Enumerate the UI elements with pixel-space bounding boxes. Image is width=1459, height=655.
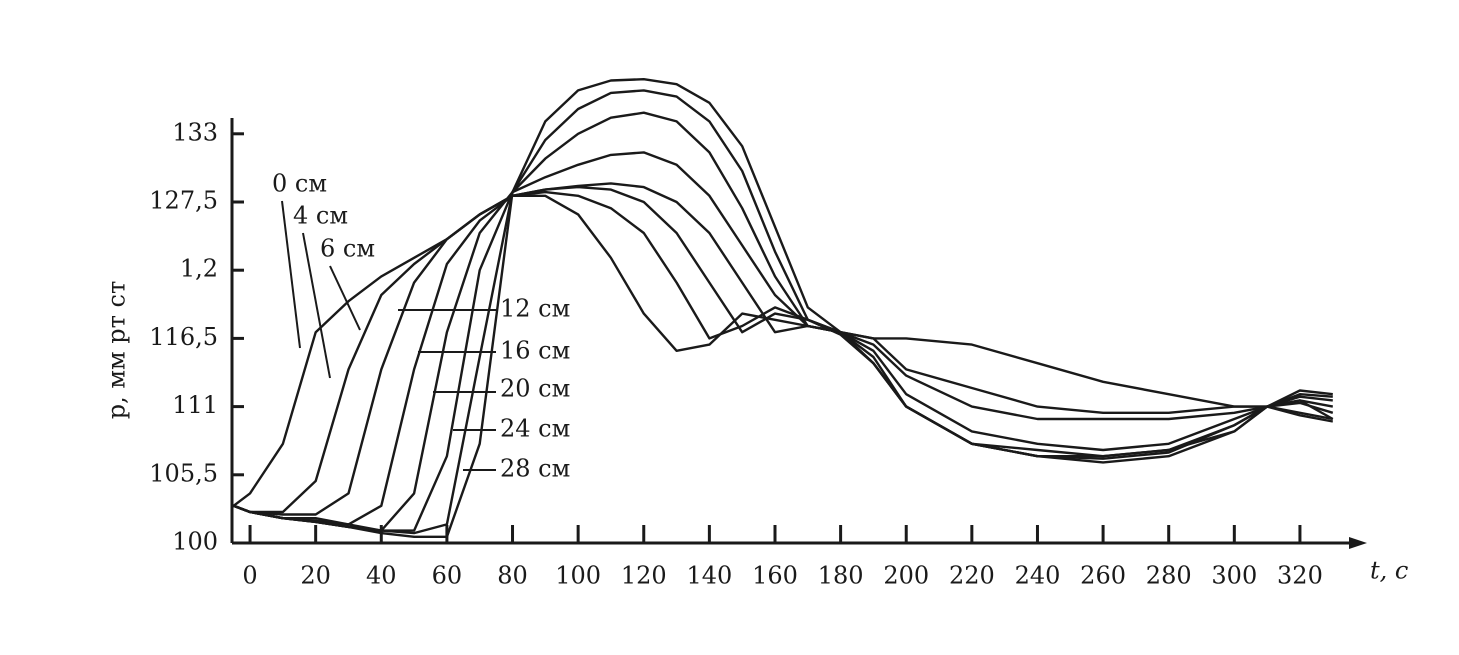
x-tick-label: 200 [883,562,929,590]
x-tick-label: 40 [366,562,397,590]
x-tick-label: 160 [752,562,798,590]
x-tick-label: 260 [1080,562,1126,590]
label-leader [329,265,361,331]
series-line [233,185,1334,516]
x-tick-label: 120 [621,562,667,590]
series-label: 24 см [500,415,570,443]
x-axis-arrow [1349,537,1367,549]
x-tick-label: 180 [818,562,864,590]
series-line [233,182,1334,526]
series-label: 4 см [293,202,348,230]
y-tick-label: 111 [172,391,218,419]
series-line [233,77,1333,538]
y-tick-label: 133 [172,118,218,146]
x-tick-label: 60 [432,562,463,590]
series-label: 12 см [500,295,570,323]
series-line [232,194,1334,507]
series-line [233,190,1334,514]
series-line [233,151,1334,532]
x-tick-label: 240 [1015,562,1061,590]
y-tick-label: 116,5 [149,323,218,351]
x-tick-label: 20 [300,562,331,590]
x-tick-label: 220 [949,562,995,590]
y-tick-label: 105,5 [149,459,218,487]
y-axis-label: p, мм рт ст [103,281,131,420]
label-leader [302,232,331,379]
y-tick-label: 1,2 [180,255,218,283]
x-tick-label: 100 [555,562,601,590]
series-label: 16 см [500,337,570,365]
x-tick-label: 300 [1211,562,1257,590]
y-tick-label: 127,5 [149,187,218,215]
x-tick-label: 0 [242,562,257,590]
x-tick-label: 320 [1277,562,1323,590]
x-tick-label: 280 [1146,562,1192,590]
series-line [233,89,1333,535]
y-tick-label: 100 [172,528,218,556]
x-axis-label: t, c [1370,557,1408,585]
label-leader [281,200,301,349]
x-tick-label: 80 [497,562,528,590]
series-label: 28 см [500,455,570,483]
series-label: 20 см [500,375,570,403]
series-label: 0 см [272,170,327,198]
series-label: 6 см [320,235,375,263]
x-tick-label: 140 [686,562,732,590]
